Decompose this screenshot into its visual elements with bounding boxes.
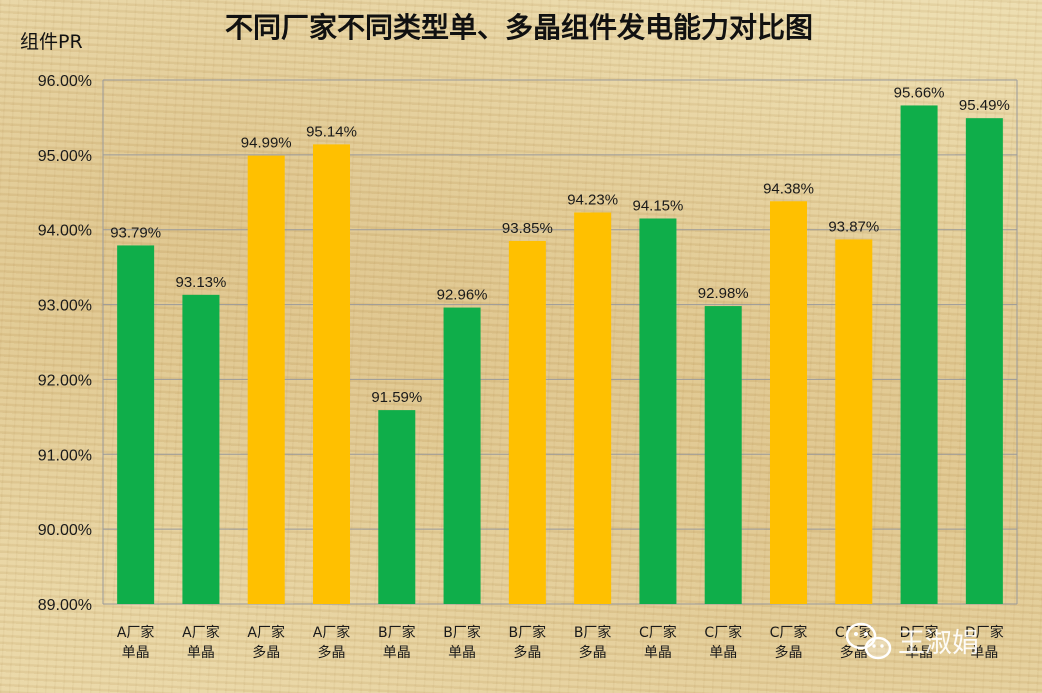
watermark: 王淑娟 <box>845 622 979 660</box>
bar <box>770 201 807 605</box>
bar <box>247 155 285 604</box>
x-tick-label-type: 多晶 <box>513 644 541 661</box>
data-label: 91.59% <box>371 389 422 406</box>
bar <box>639 218 677 604</box>
x-tick-label-maker: C厂家 <box>704 624 742 641</box>
gridlines <box>102 79 1018 605</box>
bars <box>117 105 1003 605</box>
x-tick-label-type: 单晶 <box>709 645 737 661</box>
y-tick-label: 95.00% <box>38 148 92 165</box>
data-label: 92.96% <box>437 287 488 304</box>
x-tick-label-maker: C厂家 <box>639 624 677 641</box>
x-tick-label-maker: A厂家 <box>247 624 285 641</box>
x-tick-label-maker: B厂家 <box>443 624 481 641</box>
data-label: 95.66% <box>894 84 945 101</box>
bar <box>835 239 873 604</box>
bar <box>574 212 612 605</box>
y-axis-label: 组件PR <box>20 31 83 53</box>
x-tick-label-type: 多晶 <box>579 644 607 661</box>
x-tick-label-type: 单晶 <box>187 645 215 661</box>
y-tick-label: 93.00% <box>38 298 92 315</box>
bar <box>378 410 416 604</box>
data-labels: 93.79% 93.13% 94.99% 95.14% 91.59% 92.96% 93.8… <box>110 84 1010 406</box>
y-axis-ticks: 89.00% 90.00% 91.00% 92.00% 93.00% 94.00% 95.0… <box>38 73 92 614</box>
y-tick-label: 96.00% <box>38 73 92 90</box>
data-label: 94.99% <box>241 135 292 152</box>
y-tick-label: 91.00% <box>38 447 92 464</box>
x-tick-label-type: 单晶 <box>383 645 411 661</box>
x-tick-label-type: 单晶 <box>970 645 998 661</box>
bar <box>443 307 481 604</box>
data-label: 92.98% <box>698 285 749 302</box>
wechat-icon <box>845 622 892 660</box>
bar <box>704 306 742 604</box>
data-label: 94.38% <box>763 180 814 197</box>
x-tick-label-maker: B厂家 <box>574 624 612 641</box>
data-label: 93.85% <box>502 220 553 237</box>
y-tick-label: 89.00% <box>38 597 92 614</box>
bar <box>117 245 155 605</box>
data-label: 95.14% <box>306 123 357 140</box>
bar <box>508 240 546 604</box>
data-label: 94.15% <box>632 197 683 214</box>
x-tick-label-maker: D厂家 <box>900 624 939 641</box>
chart-title: 不同厂家不同类型单、多晶组件发电能力对比图 <box>225 11 813 44</box>
x-tick-label-type: 多晶 <box>775 644 803 661</box>
y-tick-label: 94.00% <box>38 223 92 240</box>
x-tick-label-maker: B厂家 <box>509 624 547 641</box>
x-tick-label-type: 单晶 <box>448 645 476 661</box>
bar <box>900 105 938 605</box>
x-tick-label-maker: A厂家 <box>182 624 220 641</box>
x-tick-label-maker: C厂家 <box>835 624 873 641</box>
x-tick-label-type: 单晶 <box>644 645 672 661</box>
x-tick-label-maker: D厂家 <box>965 624 1004 641</box>
bar <box>965 118 1003 605</box>
data-label: 93.79% <box>110 224 161 241</box>
bar <box>182 294 220 604</box>
y-tick-label: 92.00% <box>38 372 92 389</box>
data-label: 93.87% <box>828 218 879 235</box>
data-label: 93.13% <box>175 274 226 291</box>
data-label: 94.23% <box>567 191 618 208</box>
x-tick-label-maker: C厂家 <box>770 624 808 641</box>
x-tick-label-type: 多晶 <box>318 644 346 661</box>
watermark-text: 王淑娟 <box>898 628 979 659</box>
x-tick-label-maker: B厂家 <box>378 624 416 641</box>
x-tick-label-type: 单晶 <box>122 645 150 661</box>
x-tick-label-maker: A厂家 <box>313 624 351 641</box>
x-tick-label-maker: A厂家 <box>117 624 155 641</box>
x-tick-label-type: 单晶 <box>905 645 933 661</box>
bar <box>313 144 350 604</box>
x-tick-label-type: 多晶 <box>252 644 280 661</box>
y-tick-label: 90.00% <box>38 522 92 539</box>
data-label: 95.49% <box>959 97 1010 114</box>
